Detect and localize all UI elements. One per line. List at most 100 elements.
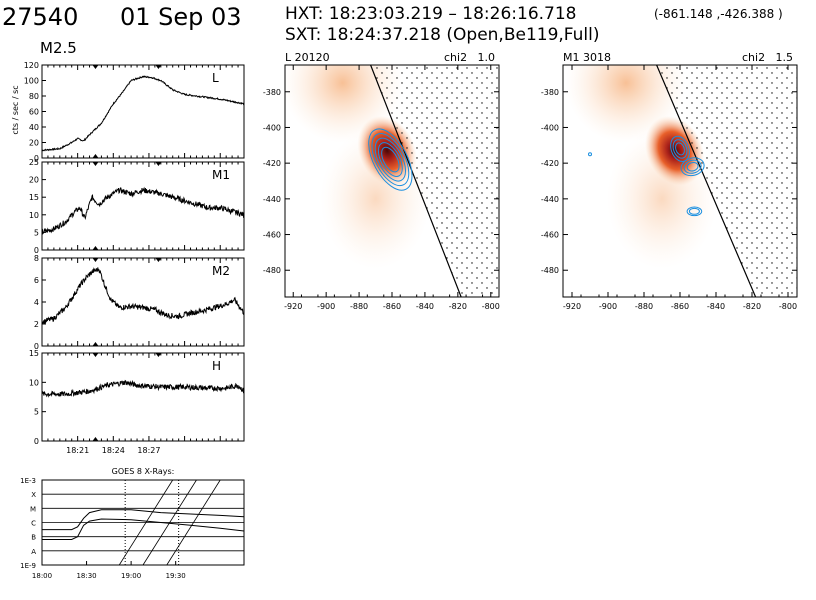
goes-y-label: B	[31, 534, 36, 542]
time-marker	[155, 65, 162, 69]
map-L-chi2-label: chi2	[444, 51, 467, 64]
time-marker	[155, 353, 162, 357]
x-tick-label: 18:21	[66, 446, 89, 455]
y-tick-label: 10	[29, 378, 39, 387]
lightcurve-panel-L: 0 20 40 60 80 100 120 L	[24, 61, 245, 163]
y-tick-label: -480	[541, 266, 559, 275]
goes-short	[42, 518, 245, 540]
goes-diagonal	[166, 479, 221, 566]
goes-diagonal	[118, 479, 174, 566]
time-marker	[92, 65, 99, 69]
y-tick-label: 8	[34, 254, 39, 263]
y-tick-label: 15	[29, 193, 39, 202]
y-tick-label: 5	[34, 228, 39, 237]
y-tick-label: 60	[29, 108, 39, 117]
y-tick-label: 20	[29, 176, 39, 185]
time-marker	[155, 258, 162, 262]
panel-label: H	[212, 359, 221, 373]
lightcurve-M1	[41, 186, 245, 235]
event-date: 01 Sep 03	[120, 3, 242, 31]
y-tick-label: 40	[29, 123, 39, 132]
y-tick-label: 20	[29, 139, 39, 148]
y-tick-label: 10	[29, 211, 39, 220]
x-tick-label: -820	[743, 302, 761, 311]
map-M1-chi2-value: 1.5	[776, 51, 794, 64]
time-marker	[92, 246, 99, 250]
goes-y-label: A	[31, 548, 36, 556]
goes-diagonal	[142, 479, 197, 566]
goes-y-label: 1E-9	[20, 562, 36, 570]
y-tick-label: 2	[34, 320, 39, 329]
y-tick-label: -420	[541, 159, 559, 168]
hxt-coords: (-861.148 ,-426.388 )	[654, 7, 783, 21]
contour	[675, 142, 685, 156]
lightcurve-panel-M2: 0 2 4 6 8 M2	[34, 254, 245, 351]
x-tick-label: -840	[707, 302, 725, 311]
goes-y-label: M	[30, 505, 36, 513]
lightcurve-panel-M1: 0 5 10 15 20 25 M1	[29, 158, 245, 255]
time-marker	[92, 437, 99, 441]
contour	[680, 157, 705, 177]
panel-label: M1	[212, 168, 230, 182]
goes-y-label: C	[31, 520, 36, 528]
lightcurve-L	[41, 75, 245, 152]
y-tick-label: 5	[34, 408, 39, 417]
x-tick-label: -800	[779, 302, 797, 311]
off-limb-region	[656, 65, 797, 297]
x-tick-label: -860	[383, 302, 401, 311]
map-L-chi2-value: 1.0	[478, 51, 496, 64]
goes-long	[42, 509, 245, 531]
x-tick-label: 18:24	[102, 446, 125, 455]
x-tick-label: -900	[599, 302, 617, 311]
y-tick-label: 0	[34, 246, 39, 255]
y-tick-label: 25	[29, 158, 39, 167]
event-id: 27540	[2, 3, 78, 31]
y-tick-label: 80	[29, 92, 39, 101]
goes-x-label: 19:30	[166, 572, 186, 580]
y-tick-label: 0	[34, 342, 39, 351]
sxt-line: SXT: 18:24:37.218 (Open,Be119,Full)	[285, 25, 600, 45]
y-tick-label: 15	[29, 349, 39, 358]
contour	[672, 139, 688, 159]
flare-class: M2.5	[40, 39, 77, 57]
map-M1-image	[566, 65, 797, 297]
hxt-map-L: -920 -900 -880 -860 -840 -820 -800 -380 -400 -420…	[263, 51, 500, 311]
limb-line	[656, 65, 757, 297]
lightcurve-H	[41, 379, 245, 398]
y-tick-label: -440	[263, 195, 281, 204]
lightcurve-M2	[41, 267, 245, 325]
y-tick-label: -440	[541, 195, 559, 204]
map-M1-chi2-label: chi2	[742, 51, 765, 64]
y-axis-label: cts / sec / sc	[11, 85, 20, 134]
time-marker	[92, 162, 99, 166]
y-tick-label: 4	[34, 298, 39, 307]
time-marker	[155, 162, 162, 166]
contour	[381, 146, 400, 173]
time-marker	[92, 258, 99, 262]
y-tick-label: -460	[541, 231, 559, 240]
map-L-label: L 20120	[285, 51, 330, 64]
panel-label: L	[212, 71, 219, 85]
y-tick-label: -400	[263, 123, 281, 132]
contour	[371, 133, 410, 187]
y-tick-label: 0	[34, 437, 39, 446]
hxt-map-M1: -920 -900 -880 -860 -840 -820 -800 -380 -400 -420…	[541, 51, 798, 311]
x-tick-label: -880	[635, 302, 653, 311]
contour	[377, 142, 403, 177]
y-tick-label: 0	[34, 154, 39, 163]
y-tick-label: -420	[263, 159, 281, 168]
y-tick-label: 100	[24, 77, 39, 86]
off-limb-region	[370, 65, 499, 297]
x-tick-label: -860	[671, 302, 689, 311]
y-tick-label: -380	[541, 88, 559, 97]
contour	[683, 159, 702, 174]
contour	[588, 152, 592, 157]
y-tick-label: -460	[263, 231, 281, 240]
goes-x-label: 18:00	[32, 572, 52, 580]
y-tick-label: 6	[34, 276, 39, 285]
x-tick-label: -920	[563, 302, 581, 311]
goes-y-label: X	[31, 491, 36, 499]
contour	[688, 207, 700, 215]
